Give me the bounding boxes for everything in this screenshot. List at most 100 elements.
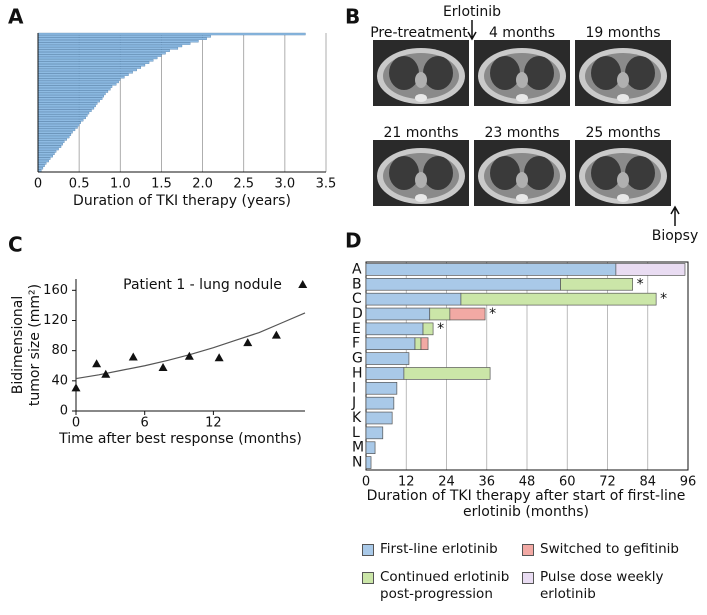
- x-tick-label: 48: [519, 475, 536, 490]
- bar: [37, 49, 170, 52]
- panel-label: B: [345, 5, 360, 29]
- ct-image: [575, 140, 671, 206]
- y-tick-label: H: [352, 365, 363, 381]
- bar: [37, 104, 96, 108]
- bar: [37, 109, 92, 112]
- y-tick-label: 80: [51, 343, 68, 358]
- bar: [37, 32, 306, 36]
- image-label: 4 months: [489, 25, 555, 41]
- bar-segment: [365, 277, 561, 291]
- x-tick-label: 84: [639, 475, 656, 490]
- y-tick-label: B: [352, 276, 362, 292]
- annotation: *: [489, 306, 496, 322]
- bar: [37, 121, 81, 124]
- y-tick-label: L: [352, 425, 360, 441]
- image-label: 19 months: [586, 25, 661, 41]
- x-tick-label: 60: [559, 475, 576, 490]
- point: [158, 363, 168, 372]
- x-tick-label: 6: [141, 416, 149, 431]
- bar-segment: [365, 367, 405, 380]
- bar: [37, 167, 44, 170]
- point: [101, 369, 111, 378]
- legend-swatch: [362, 572, 374, 584]
- y-tick-label: 160: [43, 283, 68, 298]
- legend-item: Switched to gefitinib: [522, 541, 682, 558]
- bar-segment: [365, 352, 410, 365]
- x-tick-label: 3.0: [275, 177, 296, 192]
- bar-segment: [560, 277, 634, 291]
- bar: [37, 159, 49, 163]
- image-label: 23 months: [485, 125, 560, 141]
- bar: [37, 64, 146, 67]
- ct-image: [474, 140, 570, 206]
- bar-segment: [365, 337, 416, 351]
- legend-label: First-line erlotinib: [380, 541, 498, 557]
- bar: [37, 80, 119, 84]
- bar: [37, 47, 179, 50]
- bar: [37, 75, 125, 79]
- bar: [37, 85, 113, 88]
- ct-image: [575, 40, 671, 106]
- bar: [37, 42, 191, 45]
- bar: [37, 99, 100, 103]
- x-tick-label: 12: [398, 475, 415, 490]
- bar-segment: [460, 292, 657, 306]
- y-tick-label: I: [352, 380, 356, 396]
- x-axis-label: Duration of TKI therapy (years): [73, 193, 291, 209]
- point: [271, 330, 281, 339]
- bar: [37, 126, 78, 129]
- fit-line: [75, 312, 306, 380]
- y-tick-label: M: [352, 440, 364, 456]
- point: [214, 353, 224, 362]
- bar: [37, 147, 59, 151]
- bar: [37, 61, 150, 64]
- bar: [37, 162, 47, 165]
- legend-item: First-line erlotinib: [362, 541, 522, 558]
- bar: [37, 138, 67, 141]
- y-tick-label: G: [352, 351, 363, 367]
- x-tick-label: 96: [680, 475, 697, 490]
- bar: [37, 119, 84, 122]
- x-tick-label: 0: [72, 416, 80, 431]
- x-tick-label: 3.5: [316, 177, 337, 192]
- bar-segment: [422, 322, 434, 336]
- bar-segment: [365, 263, 617, 276]
- bar-segment: [615, 263, 686, 276]
- annotation: *: [437, 321, 444, 337]
- x-axis-label: Time after best response (months): [58, 431, 302, 447]
- y-tick-label: N: [352, 455, 362, 471]
- bar: [37, 123, 80, 127]
- bar: [37, 40, 199, 43]
- legend-label: Switched to gefitinib: [540, 541, 679, 557]
- bar-segment: [420, 337, 429, 351]
- bar: [37, 78, 121, 81]
- x-axis-label: Duration of TKI therapy after start of f…: [366, 488, 686, 520]
- panel-label: D: [345, 229, 362, 253]
- x-tick-label: 12: [205, 416, 222, 431]
- bar: [37, 116, 86, 120]
- bar: [37, 133, 72, 136]
- bar: [37, 35, 211, 38]
- y-tick-label: 40: [51, 373, 68, 388]
- bar: [37, 114, 88, 117]
- x-tick-label: 0: [34, 177, 42, 192]
- legend-swatch: [362, 544, 374, 556]
- bar-segment: [365, 426, 384, 440]
- x-tick-label: 1.5: [151, 177, 172, 192]
- point: [128, 352, 138, 361]
- bar: [37, 83, 117, 86]
- bar: [37, 102, 98, 105]
- bar: [37, 52, 166, 55]
- y-tick-label: E: [352, 321, 361, 337]
- bar-segment: [403, 367, 491, 380]
- legend-item: Continued erlotinib post-progression: [362, 569, 522, 603]
- x-tick-label: 72: [599, 475, 616, 490]
- point: [184, 351, 194, 360]
- bar: [37, 90, 109, 93]
- bar: [37, 111, 90, 115]
- y-tick-label: A: [352, 261, 362, 277]
- x-tick-label: 24: [438, 475, 455, 490]
- x-tick-label: 36: [478, 475, 495, 490]
- ct-image: [474, 40, 570, 106]
